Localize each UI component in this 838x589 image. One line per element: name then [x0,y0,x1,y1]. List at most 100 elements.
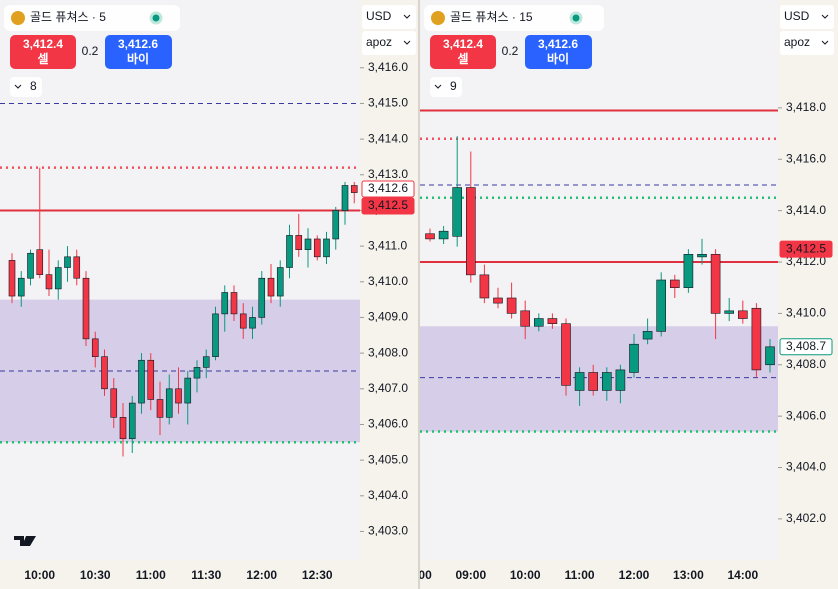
x-tick-label: 11:00 [565,568,595,582]
x-tick-label: 14:00 [727,568,758,582]
candle-body [193,367,201,379]
currency-select[interactable] [362,5,416,29]
price-tag-label: 3,412.5 [368,198,408,212]
sell-button[interactable] [430,35,496,69]
candle-body [629,343,639,373]
price-tag [779,240,833,258]
candle-body [533,318,544,327]
x-tick-label: 12:00 [246,568,277,582]
candle-body [452,187,463,237]
symbol-title: 골드 퓨쳐스 · 15 [450,10,533,24]
zone [420,326,778,432]
account-select[interactable] [780,31,834,55]
candle-body [697,254,707,258]
candle-body [230,292,238,315]
time-axis-left: 10:00 10:30 11:00 11:30 12:00 12:30 [24,568,333,582]
candle-body [493,297,503,304]
buy-button[interactable] [525,35,592,69]
y-tick-label: 3,402.0 [786,511,826,525]
candle-body [350,185,358,193]
candle-body [751,307,762,371]
candle-body [601,372,612,391]
candle-body [669,279,680,289]
header-left: 골드 퓨쳐스 · 5 3,412.4셀 0.2 3,412.6바이 8 USD apoz [4,5,416,97]
plot-area [0,0,360,560]
candle-body [724,310,735,314]
buy-button[interactable] [105,35,172,69]
y-tick-label: 3,418.0 [786,100,826,114]
x-tick-label: 10:00 [24,568,55,582]
divider [418,0,420,589]
indicator-count: 8 [30,79,37,93]
axis-right: 3,402.0 3,404.0 3,406.0 3,408.0 3,410.0 3,412… [778,100,833,525]
indicator-toggle[interactable] [10,77,42,97]
x-tick-label: 10:30 [80,568,111,582]
x-tick-label: 11:30 [191,568,221,582]
candle-body [561,323,571,386]
y-tick-label: 3,406.0 [786,408,826,422]
candle-body [267,277,275,297]
candle-body [110,388,118,418]
symbol-icon [431,11,445,25]
y-tick-label: 3,406.0 [368,417,408,431]
candle-body [276,267,284,297]
sell-button[interactable] [10,35,76,69]
symbol-pill[interactable] [4,5,180,31]
candle-body [615,369,626,391]
candle-body [588,372,599,391]
account: apoz [366,35,392,49]
y-tick-label: 3,409.0 [368,310,408,324]
currency-select[interactable] [780,5,834,29]
candle-body [82,277,90,340]
axis-left: 3,403.0 3,404.0 3,405.0 3,406.0 3,407.0 3,408… [360,60,415,538]
y-tick-label: 3,407.0 [368,381,408,395]
candle-body [175,388,182,404]
candle-body [341,185,349,211]
account-select[interactable] [362,31,416,55]
candle-body [249,317,256,329]
chevron [821,40,829,45]
currency: USD [366,9,392,23]
sell-label: 셀 [457,51,468,66]
plot-area [420,0,778,560]
candle-body [506,297,517,314]
candle-body [8,260,16,297]
candle-body [119,417,127,440]
candle-body [101,356,108,390]
indicator-count: 9 [450,79,457,93]
x-tick-label: 12:30 [302,568,333,582]
candle-body [27,252,34,279]
price-tag-label: 3,412.6 [368,181,408,195]
status-dot [569,11,583,25]
buy-label: 바이 [547,51,569,66]
y-tick-label: 3,405.0 [368,452,408,466]
symbol-pill[interactable] [424,5,604,31]
y-tick-label: 3,403.0 [368,524,408,538]
x-tick-label: 12:00 [619,568,650,582]
chevron [434,84,442,89]
price-tag [361,197,415,215]
indicator-toggle[interactable] [430,77,462,97]
x-tick-label: 11:00 [136,568,166,582]
price-tag-label: 3,412.5 [786,241,826,255]
sell-price: 3,412.4 [23,37,63,51]
buy-price: 3,412.6 [538,37,578,51]
candle-body [212,313,219,357]
candle-body [17,277,25,297]
chart-right [420,109,778,433]
y-tick-label: 3,410.0 [368,274,408,288]
candle-body [547,318,558,324]
candle-body [313,238,321,258]
candle-body [64,256,71,268]
chevron [403,14,411,19]
candle-body [156,399,164,418]
candle-body [184,377,192,404]
buy-price: 3,412.6 [118,37,158,51]
candle-body [765,346,775,366]
candle-body [128,402,136,440]
candle-body [465,187,476,276]
y-tick-label: 3,416.0 [368,60,408,74]
candle-body [574,372,585,391]
candle-body [438,230,449,240]
y-tick-label: 3,404.0 [368,488,408,502]
